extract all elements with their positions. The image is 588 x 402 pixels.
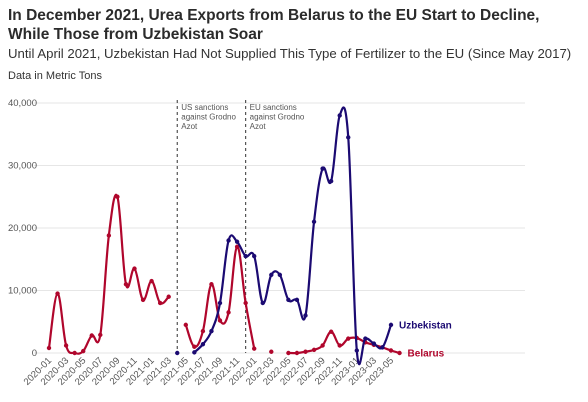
- annotation-text: EU sanctions against Grodno Azot: [250, 103, 305, 131]
- data-point-belarus: [183, 322, 188, 328]
- data-point-belarus: [89, 333, 94, 338]
- data-point-belarus: [226, 310, 231, 315]
- data-point-uzbekistan: [277, 272, 283, 278]
- data-point-belarus: [81, 348, 86, 354]
- y-axis-unit-note: Data in Metric Tons: [8, 70, 102, 82]
- data-point-belarus: [55, 291, 60, 296]
- series-label-uzbekistan: Uzbekistan: [399, 320, 452, 331]
- data-point-uzbekistan: [234, 239, 240, 244]
- data-point-uzbekistan: [388, 322, 394, 328]
- data-point-belarus: [320, 343, 325, 348]
- x-axis-ticks: 2020-012020-032020-052020-072020-092020-…: [22, 355, 396, 387]
- data-point-belarus: [132, 266, 137, 271]
- data-point-uzbekistan: [200, 342, 206, 347]
- data-point-belarus: [192, 344, 197, 349]
- series-label-belarus: Belarus: [408, 349, 445, 360]
- data-point-uzbekistan: [286, 297, 291, 303]
- data-point-uzbekistan: [252, 253, 257, 259]
- data-point-belarus: [388, 348, 394, 353]
- data-point-uzbekistan: [226, 238, 231, 243]
- data-point-uzbekistan: [269, 272, 274, 278]
- data-point-uzbekistan: [354, 348, 359, 353]
- data-point-belarus: [311, 347, 317, 353]
- annotations: US sanctions against Grodno Azot EU sanctio…: [176, 100, 305, 353]
- y-axis-ticks: 0 10,000 20,000 30,000 40,000: [8, 98, 37, 359]
- data-point-belarus: [115, 194, 120, 199]
- data-point-belarus: [157, 300, 163, 306]
- data-point-belarus: [346, 336, 351, 341]
- y-tick-label: 30,000: [8, 161, 37, 172]
- annotation-text: US sanctions against Grodno Azot: [181, 103, 236, 131]
- data-point-uzbekistan: [294, 297, 300, 303]
- data-point-uzbekistan: [209, 328, 214, 334]
- data-point-belarus: [106, 233, 112, 238]
- data-point-belarus: [269, 349, 274, 354]
- chart-title: In December 2021, Urea Exports from Bela…: [8, 7, 540, 43]
- data-point-uzbekistan: [380, 345, 385, 350]
- data-point-uzbekistan: [311, 219, 317, 224]
- data-point-belarus: [209, 282, 214, 287]
- series-end-labels: Belarus Uzbekistan: [399, 320, 452, 359]
- data-point-belarus: [243, 300, 248, 306]
- data-point-belarus: [200, 328, 206, 334]
- data-point-uzbekistan: [217, 300, 223, 306]
- chart-subtitle: Until April 2021, Uzbekistan Had Not Sup…: [8, 46, 572, 61]
- data-point-belarus: [252, 346, 257, 351]
- data-point-belarus: [63, 343, 69, 348]
- data-point-belarus: [303, 349, 308, 354]
- data-point-belarus: [217, 318, 223, 323]
- data-point-uzbekistan: [243, 253, 248, 259]
- series-lines: [46, 106, 402, 366]
- data-point-belarus: [328, 329, 334, 334]
- y-tick-label: 0: [32, 348, 37, 359]
- data-point-uzbekistan: [175, 350, 180, 356]
- data-point-uzbekistan: [192, 350, 197, 355]
- data-point-uzbekistan: [303, 313, 308, 318]
- data-point-belarus: [149, 278, 154, 284]
- grid-lines: [34, 102, 525, 354]
- data-point-belarus: [140, 297, 146, 303]
- data-point-uzbekistan: [371, 341, 377, 346]
- y-tick-label: 10,000: [8, 286, 37, 297]
- data-point-belarus: [123, 282, 129, 287]
- data-point-belarus: [337, 343, 342, 348]
- y-tick-label: 40,000: [8, 98, 37, 109]
- data-point-belarus: [72, 350, 77, 356]
- data-point-belarus: [98, 332, 103, 338]
- data-point-belarus: [397, 350, 402, 356]
- data-point-belarus: [46, 345, 52, 351]
- data-point-uzbekistan: [346, 135, 351, 140]
- data-point-uzbekistan: [320, 166, 325, 171]
- data-point-belarus: [234, 244, 240, 249]
- series-line-belarus: [47, 193, 170, 355]
- data-point-uzbekistan: [337, 113, 342, 118]
- data-point-belarus: [286, 350, 291, 356]
- series-line-uzbekistan: [193, 106, 393, 366]
- data-point-uzbekistan: [260, 300, 265, 306]
- data-point-belarus: [294, 350, 300, 356]
- data-point-uzbekistan: [328, 178, 334, 184]
- data-point-belarus: [166, 294, 171, 299]
- y-tick-label: 20,000: [8, 223, 37, 234]
- data-point-uzbekistan: [363, 336, 368, 341]
